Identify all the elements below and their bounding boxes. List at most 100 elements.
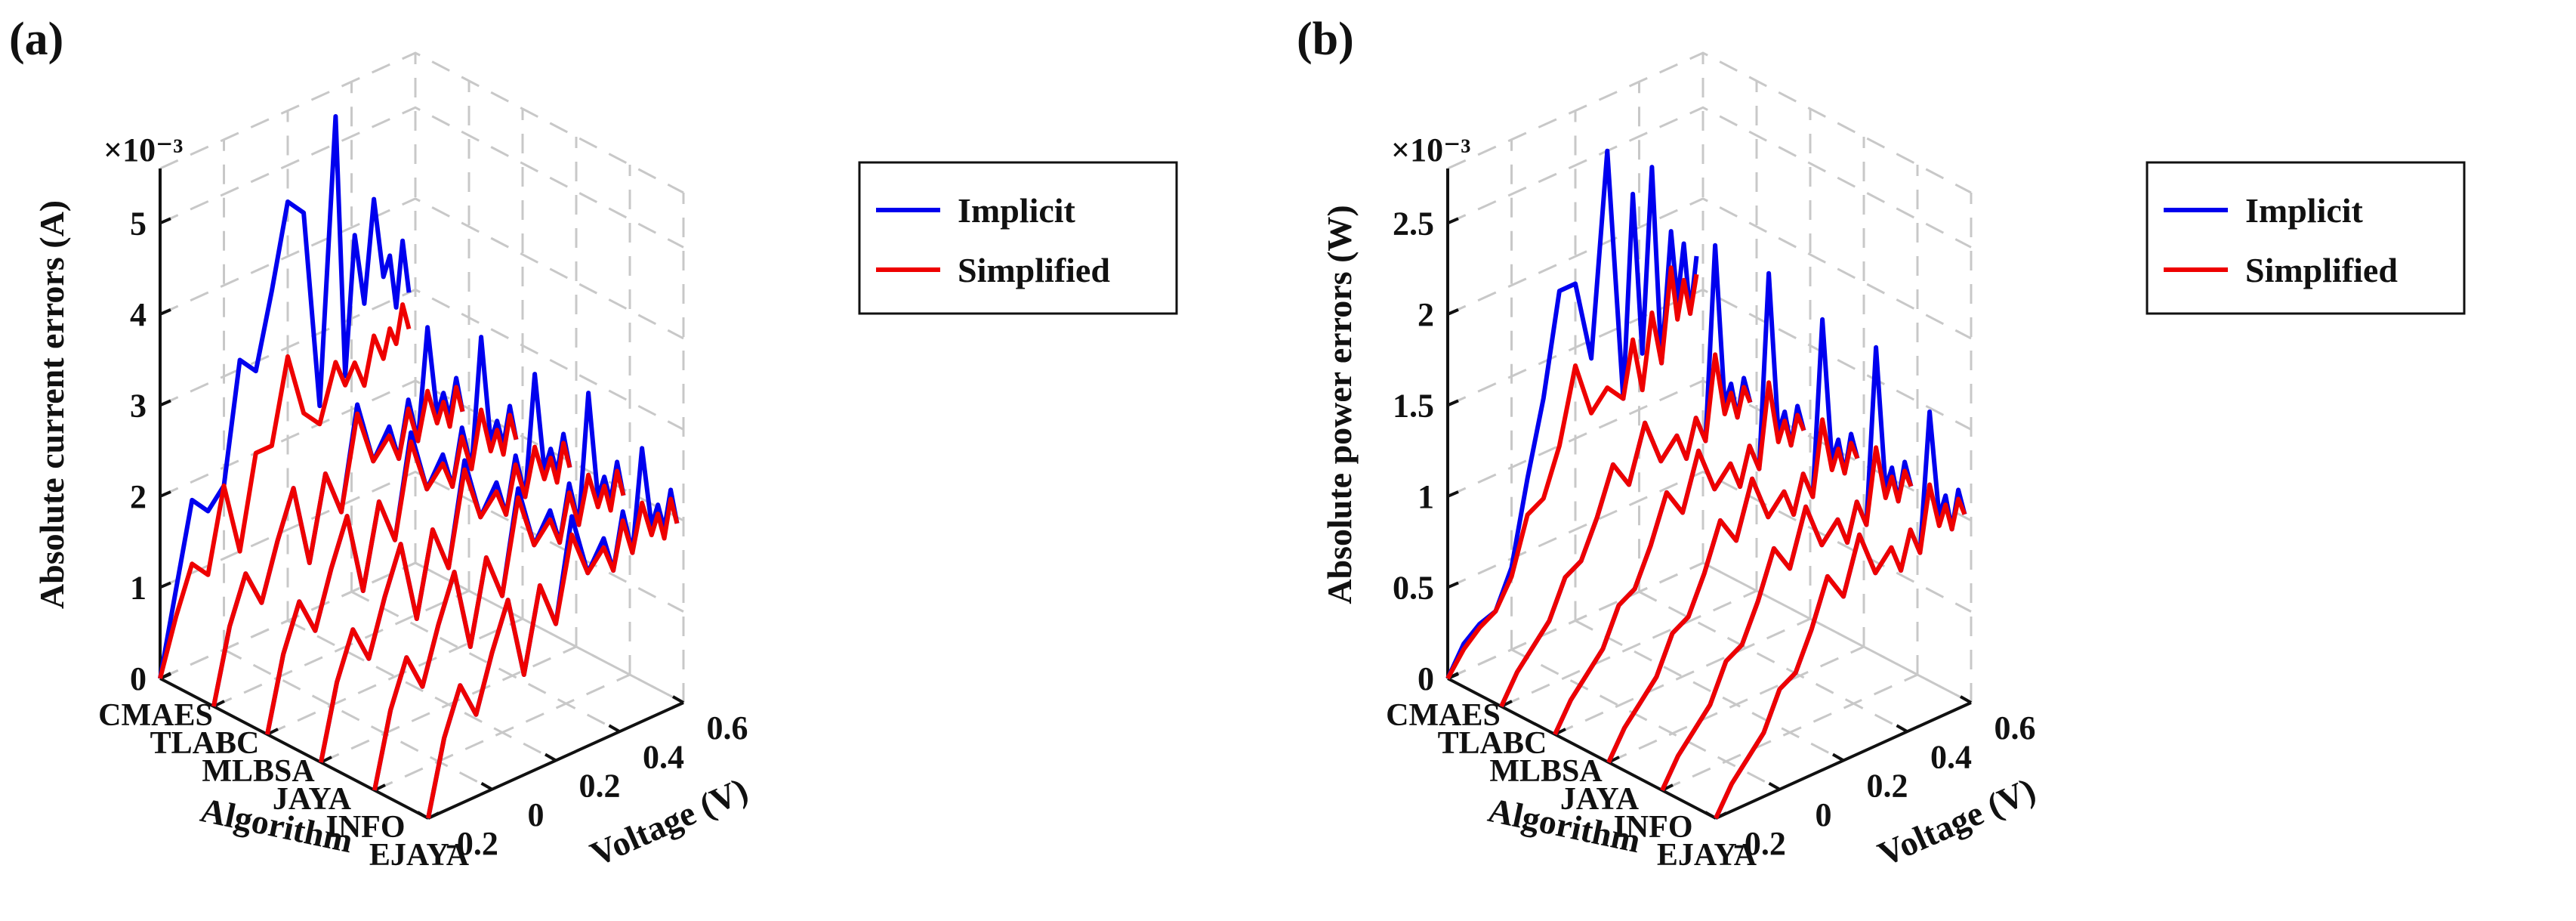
z-tick-mark xyxy=(1447,399,1459,407)
series-simplified-tlabc xyxy=(211,385,465,707)
z-tick-label: 3 xyxy=(130,387,147,424)
chart-a: 0 1 2 3 4 5 ×10⁻³ Absolute current errors (A) CM… xyxy=(9,14,1178,873)
grid-floor-line xyxy=(287,620,557,762)
voltage-tick-label: 0.2 xyxy=(1867,768,1908,805)
z-axis-label: Absolute power errors (W) xyxy=(1320,205,1359,604)
voltage-tick-mark xyxy=(1896,724,1908,733)
legend-box xyxy=(858,161,1178,315)
voltage-tick-label: -0.2 xyxy=(1733,825,1786,862)
z-tick-label: 5 xyxy=(130,205,147,242)
grid-wall-horizontal xyxy=(1447,561,1972,704)
voltage-tick-label: 0 xyxy=(528,796,545,833)
grid-floor-line xyxy=(320,645,577,764)
chart-b: 0 0.5 1 1.5 2 2.5 ×10⁻³ Absolute power errors (… xyxy=(1297,14,2466,873)
z-tick-label: 1.5 xyxy=(1393,387,1434,424)
z-tick-label: 4 xyxy=(130,296,147,333)
z-tick-mark xyxy=(159,490,171,498)
series-simplified-ejaya xyxy=(1714,482,1967,820)
grid-box-top xyxy=(159,51,684,194)
z-tick-label: 2.5 xyxy=(1393,205,1434,242)
grid-floor-line xyxy=(223,648,493,791)
voltage-tick-mark xyxy=(1768,782,1781,791)
voltage-tick-label: 0.4 xyxy=(643,738,684,775)
z-exponent-label: ×10⁻³ xyxy=(103,131,184,168)
voltage-tick-mark xyxy=(545,753,557,762)
grid-floor-line xyxy=(1638,590,1908,733)
algorithm-tick-label: JAYA xyxy=(1560,782,1640,817)
voltage-tick-label: 0.6 xyxy=(1994,709,2036,746)
algorithm-axis-line xyxy=(1447,677,1717,820)
panel-letter: (a) xyxy=(9,14,63,65)
grid-floor-line xyxy=(1608,645,1865,764)
z-tick-mark xyxy=(159,217,171,225)
algorithm-tick-label: EJAYA xyxy=(1657,838,1757,873)
grid-box-top xyxy=(1447,51,1972,194)
algorithm-tick-label: MLBSA xyxy=(202,754,315,789)
z-tick-mark xyxy=(1447,217,1459,225)
series-group xyxy=(158,114,680,819)
grid-floor-line xyxy=(1501,589,1757,708)
z-tick-label: 0 xyxy=(1418,660,1434,697)
voltage-tick-label: 0.4 xyxy=(1930,738,1972,775)
grid-wall-horizontal xyxy=(159,106,684,249)
series-simplified-info xyxy=(1660,445,1914,792)
algorithm-tick-label: TLABC xyxy=(1438,726,1547,761)
algorithm-tick-label: INFO xyxy=(1614,810,1693,845)
legend-label-implicit: Implicit xyxy=(2245,191,2364,230)
grid-floor-line xyxy=(1510,648,1781,791)
series-simplified-ejaya xyxy=(426,496,680,819)
series-implicit-cmaes xyxy=(1445,148,1699,680)
legend-box xyxy=(2146,161,2466,315)
series-simplified-tlabc xyxy=(1499,352,1753,708)
z-tick-label: 1 xyxy=(130,569,147,606)
series-simplified-jaya xyxy=(1606,417,1860,764)
legend: Implicit Simplified xyxy=(858,161,1178,315)
grid-lines xyxy=(159,51,685,820)
legend-label-simplified: Simplified xyxy=(958,251,1110,289)
voltage-tick-mark xyxy=(1832,753,1844,762)
z-tick-mark xyxy=(159,581,171,589)
voltage-tick-mark xyxy=(608,724,621,733)
voltage-tick-mark xyxy=(1960,695,1972,704)
voltage-tick-label: 0.2 xyxy=(579,768,621,805)
voltage-tick-mark xyxy=(672,695,684,704)
algorithm-tick-label: CMAES xyxy=(98,698,213,733)
series-simplified-mlbsa xyxy=(265,407,519,735)
z-tick-mark xyxy=(1447,581,1459,589)
grid-wall-horizontal xyxy=(1447,197,1972,340)
legend: Implicit Simplified xyxy=(2146,161,2466,315)
legend-label-simplified: Simplified xyxy=(2245,251,2398,289)
grid-floor-line xyxy=(159,561,416,680)
series-simplified-mlbsa xyxy=(1553,380,1806,736)
panel-letter: (b) xyxy=(1297,14,1354,65)
algorithm-tick-label: JAYA xyxy=(273,782,352,817)
algorithm-tick-label: TLABC xyxy=(150,726,260,761)
grid-wall-horizontal xyxy=(159,197,684,340)
voltage-tick-mark xyxy=(480,782,493,791)
series-implicit-cmaes xyxy=(158,114,412,679)
series-simplified-info xyxy=(372,468,626,791)
algorithm-tick-label: INFO xyxy=(326,810,406,845)
series-group xyxy=(1445,148,1967,820)
grid-floor-line xyxy=(267,617,523,736)
grid-wall-horizontal xyxy=(1447,106,1972,249)
algorithm-axis-line xyxy=(159,677,429,820)
z-tick-label: 0.5 xyxy=(1393,569,1434,606)
legend-label-implicit: Implicit xyxy=(958,191,1076,230)
z-tick-label: 1 xyxy=(1418,478,1434,515)
grid-floor-line xyxy=(1447,561,1704,680)
voltage-tick-label: -0.2 xyxy=(446,825,498,862)
series-simplified-cmaes xyxy=(1445,265,1699,680)
z-axis-label: Absolute current errors (A) xyxy=(32,200,71,609)
series-simplified-cmaes xyxy=(158,302,412,679)
z-tick-label: 0 xyxy=(130,660,147,697)
z-tick-mark xyxy=(159,399,171,407)
z-tick-mark xyxy=(1447,490,1459,498)
grid-floor-line xyxy=(1575,620,1844,762)
z-tick-label: 2 xyxy=(130,478,147,515)
grid-floor-line xyxy=(1554,617,1811,736)
grid-floor-line xyxy=(1661,673,1918,792)
z-tick-mark xyxy=(1447,308,1459,316)
algorithm-tick-label: MLBSA xyxy=(1489,754,1603,789)
z-tick-mark xyxy=(159,308,171,316)
